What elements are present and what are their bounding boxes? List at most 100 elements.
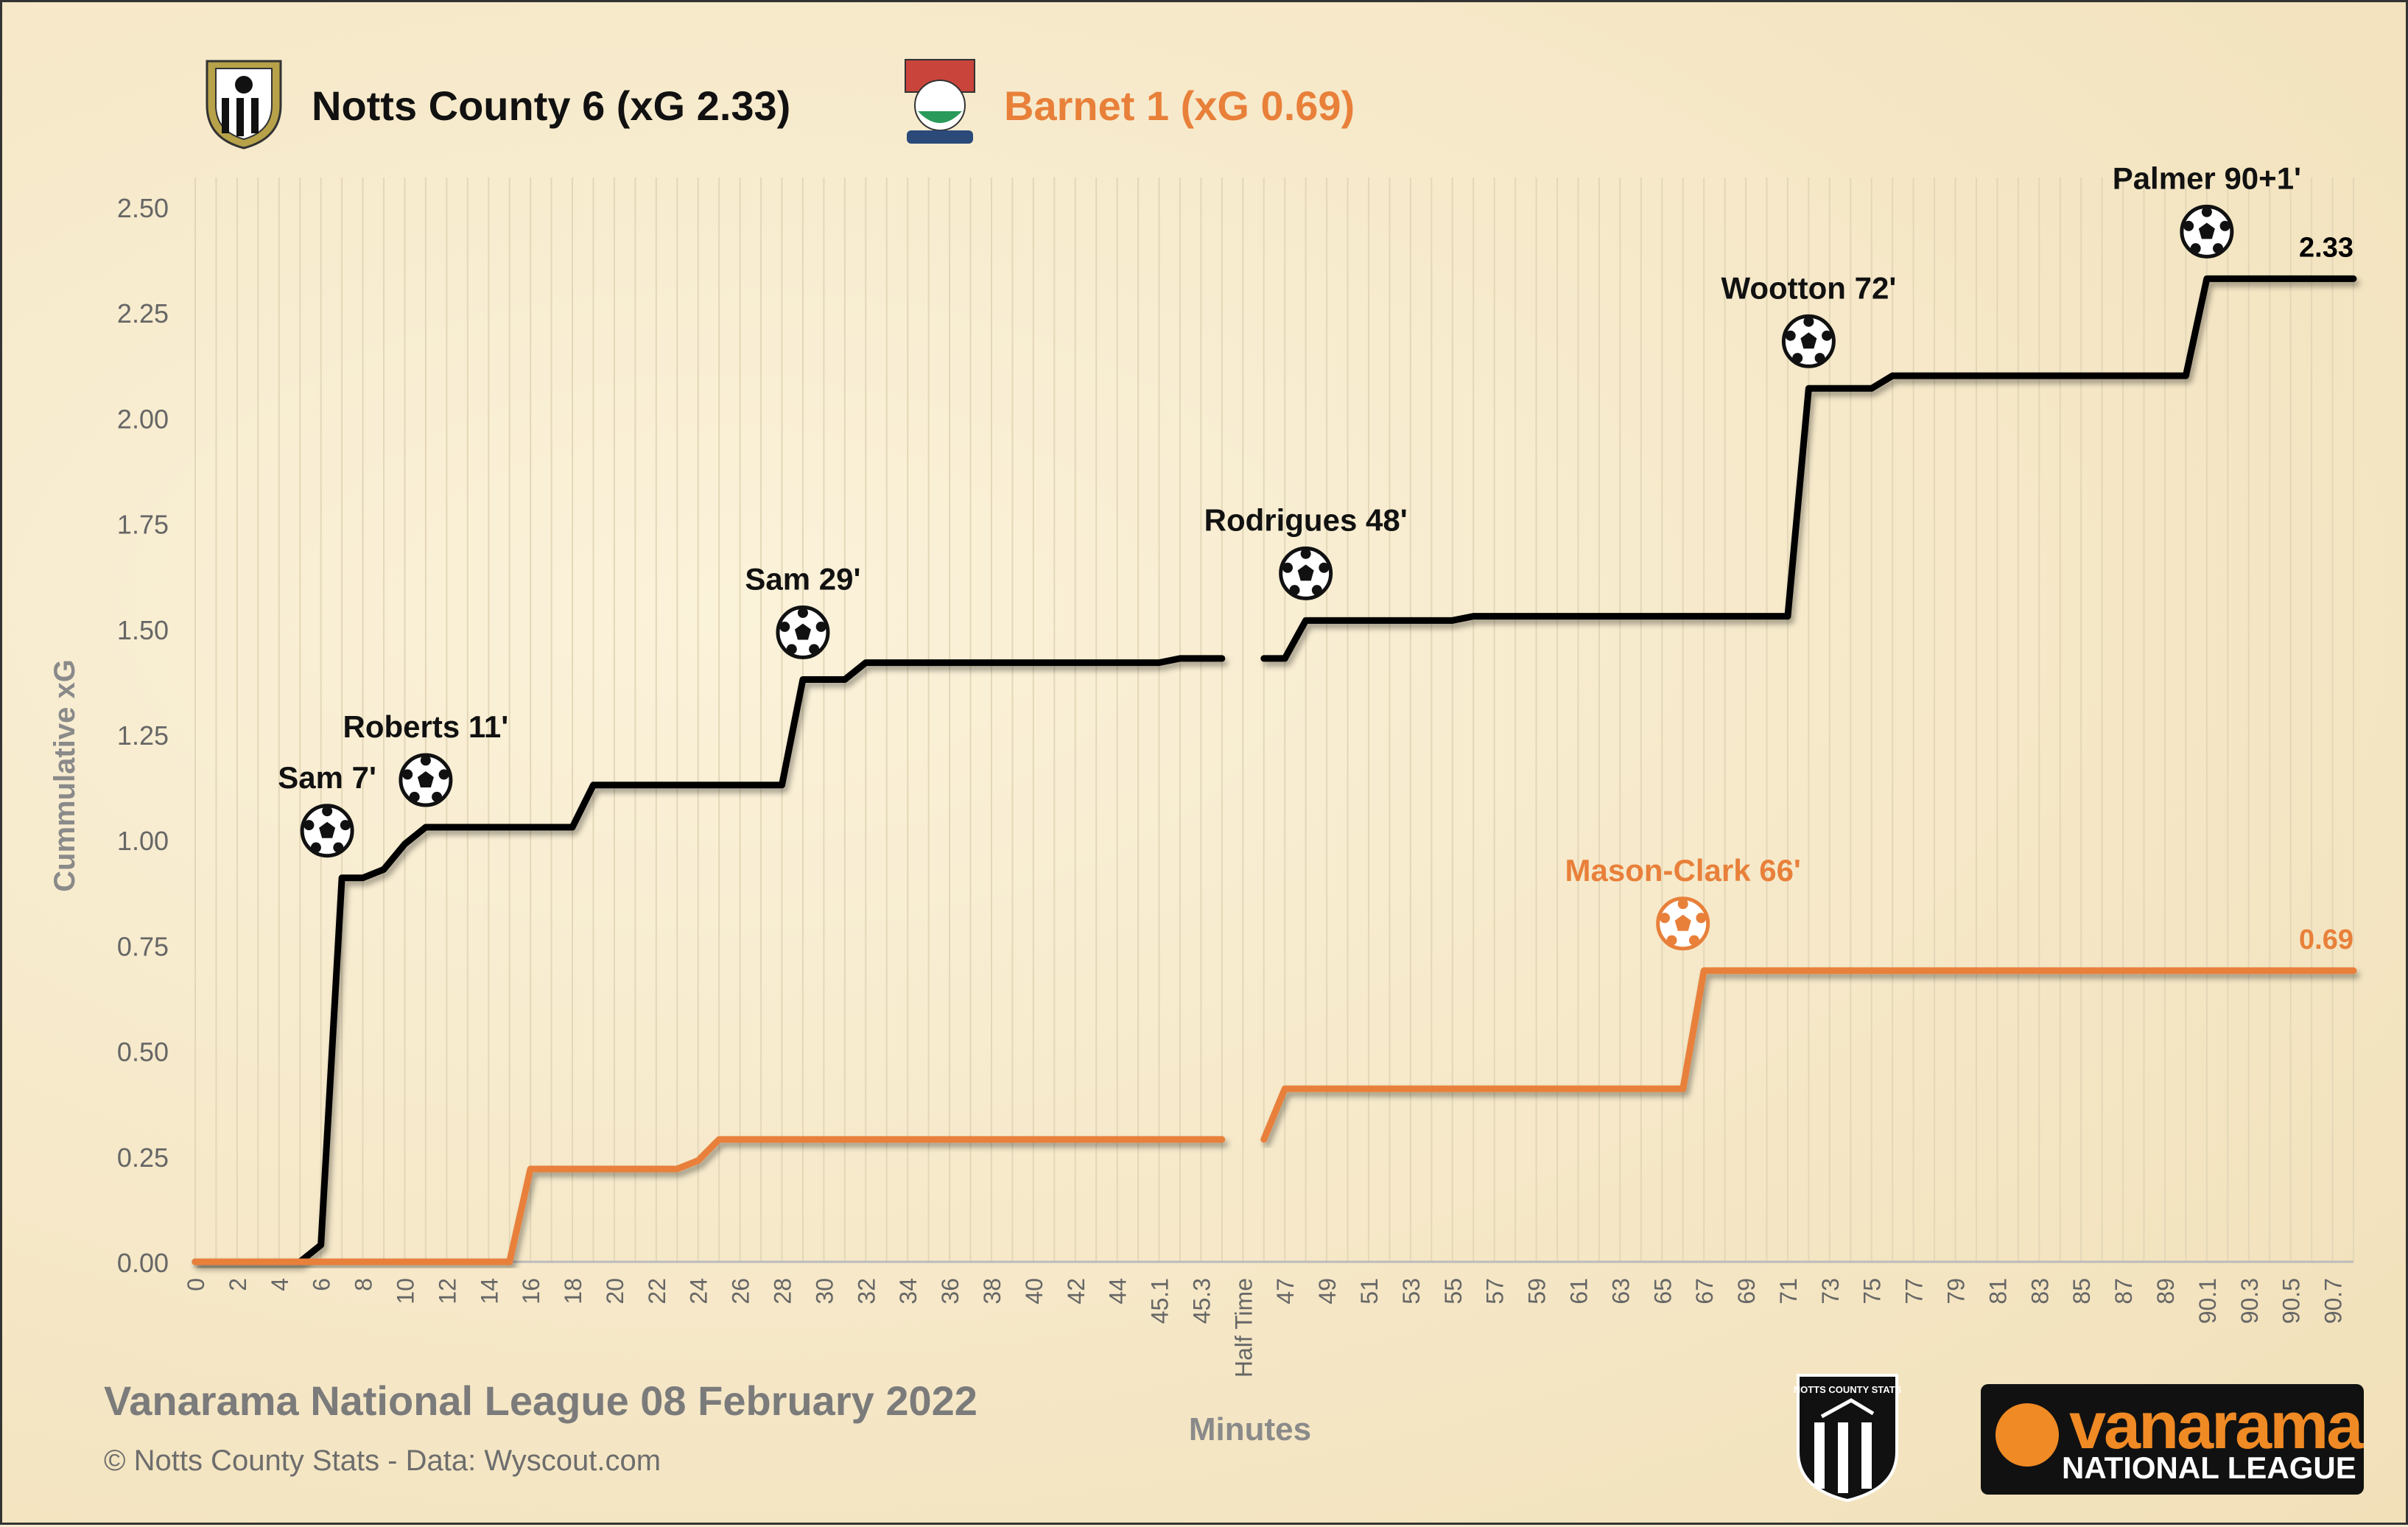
goal-marker: Rodrigues 48' xyxy=(1204,502,1408,600)
x-tick-label: 89 xyxy=(2152,1278,2179,1305)
series-end-label: 2.33 xyxy=(2299,232,2353,263)
x-tick-label: 42 xyxy=(1063,1278,1089,1305)
x-tick-label: 63 xyxy=(1607,1278,1634,1305)
goal-label: Wootton 72' xyxy=(1721,270,1896,305)
x-tick-label: 26 xyxy=(728,1278,754,1305)
x-tick-label: 16 xyxy=(518,1278,544,1305)
goal-label: Rodrigues 48' xyxy=(1204,502,1408,537)
x-tick-label: 87 xyxy=(2110,1278,2137,1305)
y-tick-label: 2.25 xyxy=(117,298,169,329)
y-tick-label: 1.25 xyxy=(117,720,169,751)
notts-county-stats-logo-icon: NOTTS COUNTY STATS xyxy=(1792,1371,1903,1503)
vanarama-ball-icon xyxy=(1995,1403,2059,1467)
x-tick-label: 8 xyxy=(351,1278,377,1291)
x-tick-label: 14 xyxy=(476,1278,502,1305)
x-tick-label: 83 xyxy=(2026,1278,2053,1305)
x-tick-label: 0 xyxy=(183,1278,209,1291)
y-tick-label: 1.75 xyxy=(117,510,169,540)
x-tick-label: 10 xyxy=(392,1278,418,1305)
x-tick-label: 24 xyxy=(686,1278,712,1305)
league-date-caption: Vanarama National League 08 February 202… xyxy=(104,1377,977,1424)
football-icon xyxy=(1781,314,1836,368)
x-tick-label: 18 xyxy=(560,1278,586,1305)
national-league-wordmark: NATIONAL LEAGUE xyxy=(2062,1450,2356,1485)
x-tick-label: 90.7 xyxy=(2320,1278,2347,1324)
x-tick-label: 40 xyxy=(1021,1278,1047,1305)
x-tick-label: 2 xyxy=(225,1278,251,1291)
x-tick-label: 22 xyxy=(644,1278,670,1305)
x-tick-label: 38 xyxy=(979,1278,1005,1305)
x-tick-label: 47 xyxy=(1272,1278,1299,1305)
x-tick-label: 59 xyxy=(1524,1278,1551,1305)
x-tick-label: 28 xyxy=(770,1278,796,1305)
vanarama-wordmark: vanarama xyxy=(2069,1389,2363,1463)
football-icon xyxy=(399,753,453,807)
x-tick-label: 49 xyxy=(1314,1278,1341,1305)
x-tick-label: 34 xyxy=(895,1278,922,1305)
x-tick-label: 61 xyxy=(1565,1278,1592,1305)
x-tick-label: 53 xyxy=(1398,1278,1425,1305)
x-tick-label: 90.1 xyxy=(2194,1278,2221,1324)
x-tick-label: 85 xyxy=(2068,1278,2095,1305)
goal-label: Palmer 90+1' xyxy=(2113,161,2301,195)
x-tick-label: 36 xyxy=(937,1278,963,1305)
goal-marker: Palmer 90+1' xyxy=(2113,161,2301,259)
x-axis-title: Minutes xyxy=(1189,1411,1311,1447)
copyright-caption: © Notts County Stats - Data: Wyscout.com xyxy=(104,1444,661,1477)
x-tick-label: 44 xyxy=(1105,1278,1131,1305)
goal-marker: Mason-Clark 66' xyxy=(1565,853,1801,951)
y-tick-label: 0.50 xyxy=(117,1037,169,1067)
x-tick-label: 90.5 xyxy=(2278,1278,2305,1324)
x-tick-label: 45.1 xyxy=(1147,1278,1173,1324)
y-tick-label: 2.00 xyxy=(117,404,169,434)
series-end-label: 0.69 xyxy=(2299,924,2353,955)
series-line-notts-county xyxy=(192,655,1226,1266)
y-tick-label: 1.50 xyxy=(117,615,169,645)
vanarama-logo: vanarama NATIONAL LEAGUE xyxy=(1981,1384,2364,1495)
x-tick-label: Half Time xyxy=(1230,1278,1257,1377)
x-tick-label: 65 xyxy=(1649,1278,1676,1305)
football-icon xyxy=(1656,896,1710,951)
x-tick-label: 30 xyxy=(811,1278,838,1305)
goal-marker: Roberts 11' xyxy=(343,709,509,807)
x-tick-label: 20 xyxy=(602,1278,628,1305)
x-tick-label: 90.3 xyxy=(2236,1278,2263,1324)
goal-label: Roberts 11' xyxy=(343,709,509,744)
x-tick-label: 67 xyxy=(1691,1278,1718,1305)
home-team-score: Notts County 6 (xG 2.33) xyxy=(312,83,791,129)
football-icon xyxy=(300,804,354,858)
x-tick-label: 12 xyxy=(434,1278,460,1305)
series-line-barnet xyxy=(1260,967,2357,1143)
x-tick-label: 77 xyxy=(1901,1278,1928,1305)
football-icon xyxy=(1279,546,1333,600)
stats-logo-text: NOTTS COUNTY STATS xyxy=(1794,1384,1902,1395)
notts-county-crest-icon xyxy=(200,54,288,150)
x-tick-label: 71 xyxy=(1775,1278,1802,1305)
y-tick-label: 0.75 xyxy=(117,931,169,961)
x-tick-label: 69 xyxy=(1733,1278,1760,1305)
x-tick-label: 57 xyxy=(1482,1278,1509,1305)
football-icon xyxy=(776,605,830,660)
x-tick-label: 81 xyxy=(1984,1278,2011,1305)
away-team-score: Barnet 1 (xG 0.69) xyxy=(1004,83,1355,129)
x-tick-label: 55 xyxy=(1440,1278,1467,1305)
goal-label: Sam 7' xyxy=(278,760,376,795)
y-axis-title: Cummulative xG xyxy=(49,659,81,892)
y-tick-label: 0.00 xyxy=(117,1248,169,1278)
series-line-barnet xyxy=(192,1136,1226,1266)
y-tick-label: 0.25 xyxy=(117,1142,169,1173)
goal-label: Sam 29' xyxy=(745,562,860,597)
x-tick-label: 75 xyxy=(1859,1278,1886,1305)
x-tick-label: 4 xyxy=(267,1278,293,1291)
x-tick-label: 51 xyxy=(1356,1278,1383,1305)
goal-marker: Sam 7' xyxy=(278,760,376,858)
goal-marker: Wootton 72' xyxy=(1721,270,1896,368)
x-tick-label: 6 xyxy=(309,1278,335,1291)
x-tick-label: 32 xyxy=(853,1278,880,1305)
barnet-crest-icon xyxy=(899,54,988,150)
y-tick-label: 1.00 xyxy=(117,826,169,856)
series-line-notts-county xyxy=(1260,275,2357,662)
x-tick-label: 45.3 xyxy=(1188,1278,1215,1324)
